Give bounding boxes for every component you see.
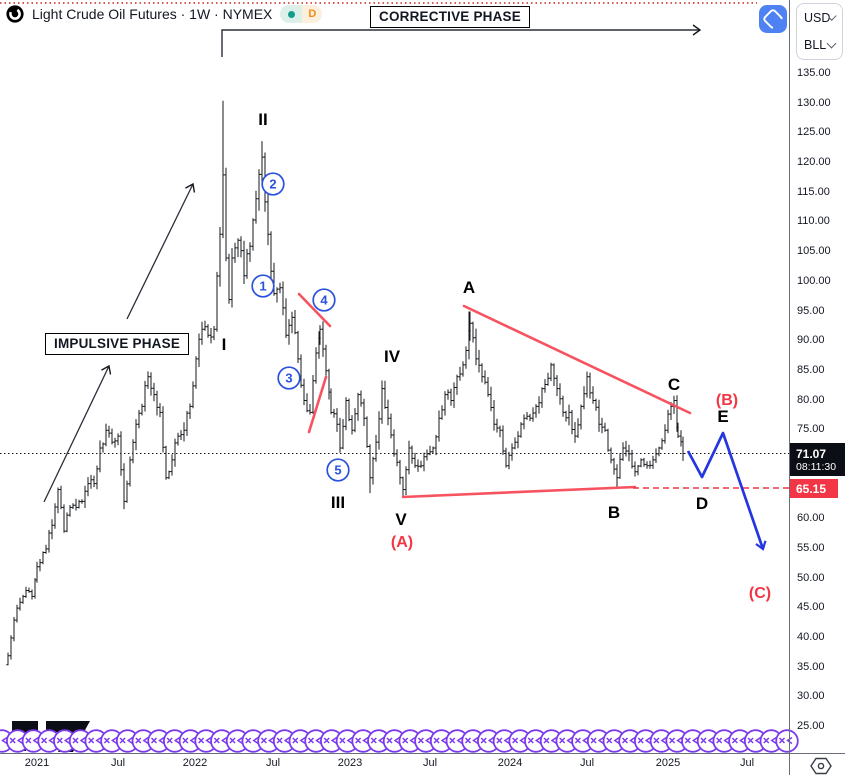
time-tick-label: Jul: [265, 757, 281, 769]
alert-price-badge: 65.15: [790, 479, 838, 498]
wave-label-III[interactable]: III: [331, 493, 345, 512]
price-tick-label: 35.00: [797, 660, 825, 673]
price-tick-label: 130.00: [797, 96, 831, 109]
price-tick-label: 80.00: [797, 393, 825, 406]
price-tick-label: 85.00: [797, 363, 825, 376]
ohlc-bars-series: [6, 100, 685, 666]
wave-label-I[interactable]: I: [222, 335, 227, 354]
price-axis[interactable]: 135.00 130.00 125.00 120.00 115.00 110.00 105.…: [789, 0, 845, 753]
time-tick-label: 2023: [337, 757, 363, 769]
trend-line-1[interactable]: [297, 292, 332, 328]
price-tick-label: 100.00: [797, 274, 831, 287]
corrective-phase-label[interactable]: CORRECTIVE PHASE: [370, 6, 530, 28]
impulsive-phase-label[interactable]: IMPULSIVE PHASE: [45, 333, 190, 355]
time-tick-label: 2025: [655, 757, 681, 769]
price-tick-label: 45.00: [797, 601, 825, 614]
status-dot-icon: [287, 10, 295, 18]
symbol-title[interactable]: Light Crude Oil Futures · 1W · NYMEX: [32, 6, 273, 22]
currency-dropdown[interactable]: USD: [797, 11, 842, 25]
price-tick-label: 135.00: [797, 67, 831, 79]
price-tick-label: 60.00: [797, 512, 825, 525]
interval-pill[interactable]: D: [302, 5, 323, 23]
time-tick-label: Jul: [110, 757, 126, 769]
circled-wave-digit-3[interactable]: 3: [285, 371, 292, 386]
impulse-arrow-1[interactable]: [43, 364, 112, 503]
time-tick-label: Jul: [579, 757, 595, 769]
price-tick-label: 55.00: [797, 541, 825, 554]
time-tick-label: Jul: [422, 757, 438, 769]
last-price-value: 71.07: [796, 446, 827, 461]
price-tick-label: 50.00: [797, 571, 825, 584]
instrument-settings-icon[interactable]: [810, 757, 832, 775]
price-tick-label: 30.00: [797, 690, 825, 703]
wave-label-IV[interactable]: IV: [384, 347, 401, 366]
last-price-badge: 71.07 08:11:30: [790, 443, 845, 476]
trend-line-4[interactable]: [401, 485, 637, 499]
price-tick-label: 90.00: [797, 334, 825, 347]
price-tick-label: 40.00: [797, 631, 825, 643]
wave-label-E[interactable]: E: [717, 407, 728, 426]
circled-wave-3[interactable]: [277, 366, 301, 390]
price-tick-label: 95.00: [797, 304, 825, 317]
market-status-pills[interactable]: D: [280, 5, 323, 23]
price-tick-label: 110.00: [797, 215, 830, 228]
symbol-header: Light Crude Oil Futures · 1W · NYMEX D: [6, 5, 323, 23]
circled-wave-digit-5[interactable]: 5: [334, 463, 341, 478]
red-wave-label-B[interactable]: (B): [716, 392, 738, 409]
price-tick-label: 125.00: [797, 126, 831, 139]
wave-label-II[interactable]: II: [258, 110, 267, 129]
reload-button[interactable]: [759, 5, 787, 33]
price-tick-label: 120.00: [797, 156, 831, 168]
circled-wave-digit-4[interactable]: 4: [320, 293, 328, 308]
price-tick-label: 75.00: [797, 423, 825, 436]
red-wave-label-A[interactable]: (A): [391, 534, 413, 551]
wave-label-B[interactable]: B: [608, 503, 620, 522]
data-status-pill[interactable]: [280, 5, 303, 23]
impulse-arrow-2[interactable]: [126, 182, 196, 320]
trend-line-2[interactable]: [307, 375, 328, 434]
circled-wave-digit-1[interactable]: 1: [259, 279, 266, 294]
corrective-phase-arrow[interactable]: [221, 24, 702, 57]
wave-label-C[interactable]: C: [668, 375, 680, 394]
time-tick-label: 2024: [497, 757, 523, 769]
time-tick-label: 2021: [24, 757, 50, 769]
red-wave-label-C[interactable]: (C): [749, 585, 771, 602]
currency-unit-panel: USD BLL: [796, 3, 843, 60]
reload-icon: [761, 7, 785, 31]
circled-wave-digit-2[interactable]: 2: [269, 177, 276, 192]
forecast-zigzag[interactable]: [686, 431, 767, 551]
trend-line-3[interactable]: [462, 304, 692, 415]
oil-symbol-logo: [6, 5, 24, 23]
circled-wave-2[interactable]: [261, 172, 285, 196]
wave-label-D[interactable]: D: [696, 494, 708, 513]
circled-wave-1[interactable]: [251, 274, 275, 298]
currency-value: USD: [804, 10, 831, 25]
circled-wave-4[interactable]: [312, 288, 336, 312]
price-tick-label: 105.00: [797, 245, 831, 258]
time-tick-label: 2022: [182, 757, 208, 769]
unit-value: BLL: [804, 38, 827, 53]
decorative-sticker-row: [0, 729, 799, 753]
time-axis[interactable]: 2021 Jul 2022 Jul 2023 Jul 2024 Jul 2025 Jul: [0, 753, 789, 775]
time-tick-label: Jul: [739, 757, 755, 769]
wave-label-V[interactable]: V: [395, 510, 407, 529]
price-tick-label: 115.00: [797, 185, 830, 198]
bar-countdown: 08:11:30: [796, 460, 837, 473]
circled-wave-5[interactable]: [326, 458, 350, 482]
wave-label-A[interactable]: A: [463, 278, 475, 297]
unit-dropdown[interactable]: BLL: [797, 38, 842, 52]
price-tick-label: 25.00: [797, 720, 825, 732]
